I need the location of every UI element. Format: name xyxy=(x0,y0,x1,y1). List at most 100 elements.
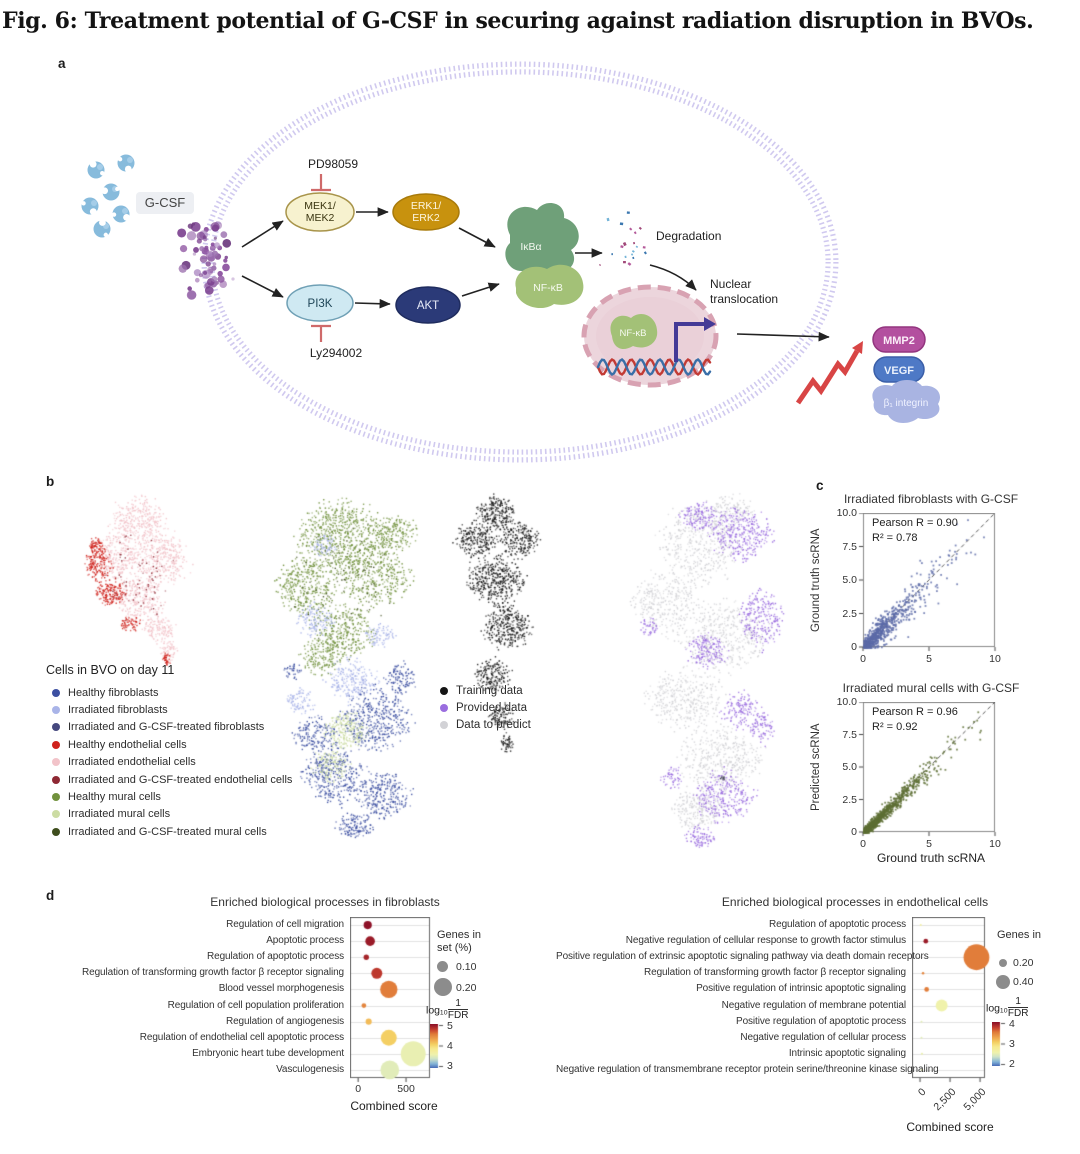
gcsf-label: G-CSF xyxy=(136,192,194,214)
process-label: Negative regulation of cellular response… xyxy=(625,935,906,947)
output-integrin: β₁ integrin xyxy=(872,380,941,424)
inhibitor-pd98059-tbar xyxy=(311,174,331,192)
output-vegf-text: VEGF xyxy=(884,365,914,377)
umap-celltypes-fibro-mural-canvas xyxy=(262,480,427,852)
dna-helix xyxy=(596,357,712,377)
process-label: Negative regulation of cellular process xyxy=(740,1031,906,1043)
xtick-label: 10 xyxy=(989,653,1001,665)
node-ikba-text: IκBα xyxy=(520,241,541,253)
xtick-label: 0 xyxy=(860,653,866,665)
log-prefix: log₁₀ xyxy=(426,1004,448,1017)
frac-numerator-right: 1 xyxy=(1007,996,1029,1008)
size-dot-small-right xyxy=(999,959,1007,967)
cb2-tick-mid: 3 xyxy=(1009,1038,1015,1050)
ytick-label: 10.0 xyxy=(836,696,857,708)
data-legend-item-1: Provided data xyxy=(440,699,531,716)
scatter2-r2: R² = 0.92 xyxy=(872,721,918,733)
xtick-label: 5 xyxy=(926,653,932,665)
legend-label: Irradiated and G-CSF-treated mural cells xyxy=(68,825,267,838)
process-label: Negative regulation of transmembrane rec… xyxy=(556,1063,939,1075)
bubble-endo-size-legend-title1: Genes in xyxy=(997,929,1042,941)
log-prefix-right: log₁₀ xyxy=(986,1002,1008,1015)
cell-legend: Healthy fibroblasts Irradiated fibroblast… xyxy=(52,684,292,841)
ytick-label: 7.5 xyxy=(842,728,857,741)
legend-label: Training data xyxy=(456,684,523,697)
size-dot-large-right xyxy=(996,975,1010,989)
process-label: Regulation of transforming growth factor… xyxy=(643,967,906,979)
cell-legend-item-8: Irradiated and G-CSF-treated mural cells xyxy=(52,823,292,840)
ytick-label: 10.0 xyxy=(836,507,857,519)
gcsf-label-text: G-CSF xyxy=(145,195,186,210)
panel-a-label: a xyxy=(58,56,66,71)
upregulation-zigzag-arrow xyxy=(795,341,863,405)
process-label: Regulation of apoptotic process xyxy=(207,951,344,963)
inhibitor-ly294002-tbar xyxy=(311,324,331,342)
legend-swatch-icon xyxy=(52,740,60,749)
panel-b-label: b xyxy=(46,474,55,489)
process-label: Regulation of endothelial cell apoptotic… xyxy=(139,1031,344,1043)
ytick-label: 7.5 xyxy=(842,540,857,553)
legend-swatch-icon xyxy=(52,775,60,784)
cell-legend-title: Cells in BVO on day 11 xyxy=(46,663,175,677)
bubble-endo-canvas xyxy=(912,917,991,1084)
legend-label: Irradiated endothelial cells xyxy=(68,756,196,769)
legend-swatch-icon xyxy=(440,686,448,695)
process-label: Blood vessel morphogenesis xyxy=(218,983,344,995)
data-legend: Training data Provided data Data to predic… xyxy=(440,682,531,734)
bubble-fibro-xlabel: Combined score xyxy=(350,1099,438,1113)
bubble-fibro-colorbar-label: log₁₀ 1 FDR xyxy=(426,998,469,1021)
process-label: Regulation of cell population proliferat… xyxy=(167,999,344,1011)
xtick-label: 500 xyxy=(397,1083,415,1095)
legend-swatch-icon xyxy=(440,721,448,730)
scatter2-pearson: Pearson R = 0.96 xyxy=(872,706,958,718)
umap-training-data-canvas xyxy=(438,487,563,767)
cell-legend-item-4: Irradiated endothelial cells xyxy=(52,754,292,771)
cell-legend-item-3: Healthy endothelial cells xyxy=(52,736,292,753)
size-dot-large-label: 0.20 xyxy=(456,982,477,994)
scatter2-xlabel: Ground truth scRNA xyxy=(876,851,986,865)
legend-label: Irradiated and G-CSF-treated endothelial… xyxy=(68,773,293,786)
scatter2-title: Irradiated mural cells with G-CSF xyxy=(842,681,1020,695)
data-legend-item-0: Training data xyxy=(440,682,531,699)
node-mek: MEK1/ MEK2 xyxy=(285,192,355,232)
ytick-label: 2.5 xyxy=(842,793,857,806)
umap-celltypes-endothelial-canvas xyxy=(78,488,208,668)
node-erk-line2: ERK2 xyxy=(412,212,440,224)
nuclear-translocation-line1: Nuclear xyxy=(710,277,751,291)
cb1-tick-mid: 4 xyxy=(447,1040,453,1052)
cell-legend-item-0: Healthy fibroblasts xyxy=(52,684,292,701)
bubble-fibro-colorbar xyxy=(430,1024,444,1068)
scatter2-canvas xyxy=(855,702,1001,839)
size-dot-small-right-label: 0.20 xyxy=(1013,957,1034,969)
legend-label: Healthy endothelial cells xyxy=(68,738,187,751)
process-label: Vasculogenesis xyxy=(276,1063,344,1075)
ytick-label: 5.0 xyxy=(842,761,857,773)
process-label: Positive regulation of extrinsic apoptot… xyxy=(556,951,929,963)
cell-legend-item-5: Irradiated and G-CSF-treated endothelial… xyxy=(52,771,292,788)
umap-provided-predict-canvas xyxy=(612,478,802,856)
scatter1-ylabel: Ground truth scRNA xyxy=(810,528,822,632)
node-mek-line2: MEK2 xyxy=(306,212,335,224)
scatter1-title: Irradiated fibroblasts with G-CSF xyxy=(843,492,1019,506)
node-pi3k: PI3K xyxy=(286,284,354,322)
legend-label: Provided data xyxy=(456,702,527,715)
cell-legend-item-2: Irradiated and G-CSF-treated fibroblasts xyxy=(52,719,292,736)
scatter1-r2: R² = 0.78 xyxy=(872,532,918,544)
cb2-tick-bot: 2 xyxy=(1009,1058,1015,1070)
xtick-label: 0 xyxy=(355,1083,362,1095)
node-nfkb-text: NF-κB xyxy=(533,282,563,294)
ytick-label: 0 xyxy=(851,826,857,838)
bubble-fibro-size-legend-title2: set (%) xyxy=(437,942,472,954)
node-erk-line1: ERK1/ xyxy=(411,200,441,212)
bubble-endo-title: Enriched biological processes in endothe… xyxy=(721,895,989,909)
cb1-tick-bot: 3 xyxy=(447,1060,453,1072)
legend-swatch-icon xyxy=(52,723,60,732)
panel-c-label: c xyxy=(816,478,824,493)
degradation-specks xyxy=(598,211,647,267)
panel-a-pathway-diagram: a G-CSF PD98059 xyxy=(58,56,941,463)
node-akt-text: AKT xyxy=(417,300,439,312)
legend-label: Healthy mural cells xyxy=(68,791,161,804)
process-label: Regulation of transforming growth factor… xyxy=(81,967,344,979)
output-mmp2: MMP2 xyxy=(872,326,926,353)
